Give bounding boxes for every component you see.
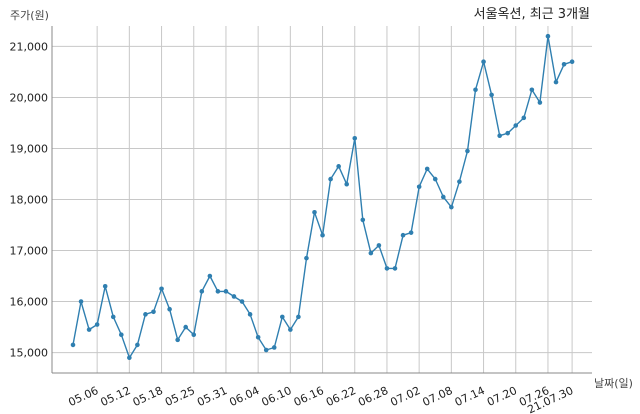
data-point (151, 309, 156, 315)
data-point (175, 337, 180, 343)
x-tick-label: 05.06 (66, 384, 100, 409)
y-tick-label: 15,000 (10, 347, 49, 360)
data-point (320, 232, 325, 238)
data-point (441, 194, 446, 200)
data-point (271, 345, 277, 350)
x-tick-label: 07.02 (388, 384, 422, 409)
data-point (529, 87, 535, 93)
data-point (183, 324, 188, 330)
data-point (247, 312, 253, 317)
data-point (497, 133, 502, 139)
data-point (561, 61, 567, 67)
y-tick-label: 17,000 (10, 245, 49, 258)
x-tick-label: 06.28 (356, 384, 390, 409)
data-point (215, 289, 221, 294)
y-tick-label: 19,000 (10, 142, 49, 155)
y-tick-labels: 15,000 16,000 17,000 18,000 19,000 20,000 21,0… (10, 40, 49, 359)
data-point (465, 148, 470, 154)
y-tick-label: 21,000 (10, 40, 49, 53)
data-point (231, 294, 237, 299)
data-point (376, 243, 382, 248)
data-point (505, 130, 511, 136)
data-point (135, 342, 140, 348)
data-point (199, 289, 205, 294)
data-point (263, 347, 269, 353)
chart-title: 서울옥션, 최근 3개월 (474, 7, 590, 22)
data-point (336, 164, 341, 169)
data-point (481, 59, 486, 65)
data-point (127, 355, 132, 360)
data-point (473, 87, 478, 93)
data-point (360, 217, 366, 223)
data-point (312, 209, 317, 215)
data-point (449, 204, 454, 210)
x-tick-label: 05.12 (99, 384, 133, 409)
data-point (239, 299, 245, 304)
x-tick-label: 06.16 (292, 384, 326, 409)
data-point (288, 327, 293, 332)
data-point (521, 115, 527, 121)
series (70, 33, 575, 360)
data-point (569, 59, 575, 65)
y-tick-label: 18,000 (10, 194, 49, 207)
y-tick-label: 16,000 (10, 296, 49, 309)
data-point (408, 230, 414, 235)
x-tick-label: 05.18 (131, 384, 165, 409)
data-point (223, 289, 229, 294)
x-tick-label: 05.31 (195, 384, 229, 409)
data-point (384, 266, 390, 271)
data-point (400, 232, 406, 238)
x-tick-label: 07.08 (421, 384, 455, 409)
y-axis-label: 주가(원) (10, 9, 49, 22)
data-point (513, 123, 519, 128)
data-point (280, 314, 285, 320)
data-point (344, 181, 350, 187)
data-point (102, 283, 108, 289)
x-tick-label: 07.14 (453, 384, 487, 409)
x-tick-label: 07.20 (485, 384, 519, 409)
data-point (255, 334, 261, 340)
data-point (191, 332, 197, 338)
data-point (368, 250, 374, 256)
data-point (432, 176, 438, 182)
data-point (457, 179, 462, 184)
data-point (489, 92, 494, 98)
data-point (296, 314, 301, 320)
x-tick-label: 06.10 (260, 384, 294, 409)
data-point (143, 312, 148, 317)
data-point (70, 342, 76, 348)
x-tick-label: 05.25 (163, 384, 197, 409)
data-point (545, 33, 551, 39)
grid (52, 26, 592, 373)
data-point (159, 286, 164, 292)
data-point (553, 79, 559, 85)
x-tick-label: 06.04 (227, 384, 261, 409)
data-point (304, 255, 309, 261)
data-point (537, 100, 543, 105)
y-tick-label: 20,000 (10, 91, 49, 104)
data-point (78, 299, 84, 304)
data-point (86, 327, 92, 332)
data-point (416, 184, 422, 190)
data-point (392, 266, 398, 271)
axes (51, 26, 592, 374)
data-point (328, 176, 333, 182)
data-point (207, 273, 213, 279)
x-tick-label: 06.22 (324, 384, 358, 409)
data-point (424, 166, 430, 172)
data-point (110, 314, 116, 320)
data-point (94, 322, 100, 327)
x-tick-labels: 05.0605.1205.1805.2505.3106.0406.1006.16… (66, 384, 575, 414)
data-point (119, 332, 124, 338)
data-point (167, 306, 172, 312)
data-point (352, 135, 358, 141)
x-axis-label: 날짜(일) (594, 376, 633, 390)
